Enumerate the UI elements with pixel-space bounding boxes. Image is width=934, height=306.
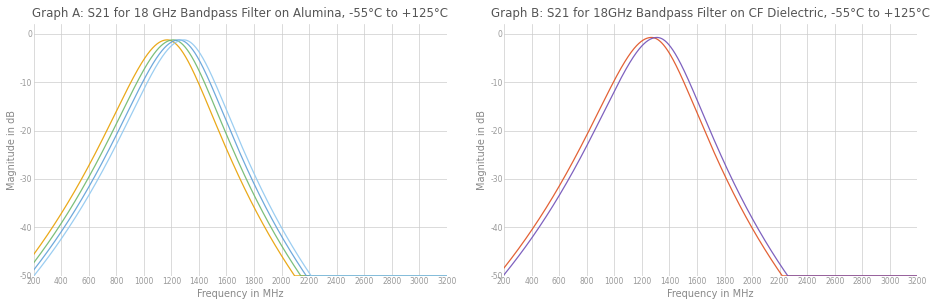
Title: Graph B: S21 for 18GHz Bandpass Filter on CF Dielectric, -55°C to +125°C: Graph B: S21 for 18GHz Bandpass Filter o…: [491, 7, 930, 20]
Title: Graph A: S21 for 18 GHz Bandpass Filter on Alumina, -55°C to +125°C: Graph A: S21 for 18 GHz Bandpass Filter …: [33, 7, 448, 20]
X-axis label: Frequency in MHz: Frequency in MHz: [668, 289, 754, 299]
Y-axis label: Magnitude in dB: Magnitude in dB: [7, 110, 17, 190]
Y-axis label: Magnitude in dB: Magnitude in dB: [477, 110, 488, 190]
X-axis label: Frequency in MHz: Frequency in MHz: [197, 289, 284, 299]
